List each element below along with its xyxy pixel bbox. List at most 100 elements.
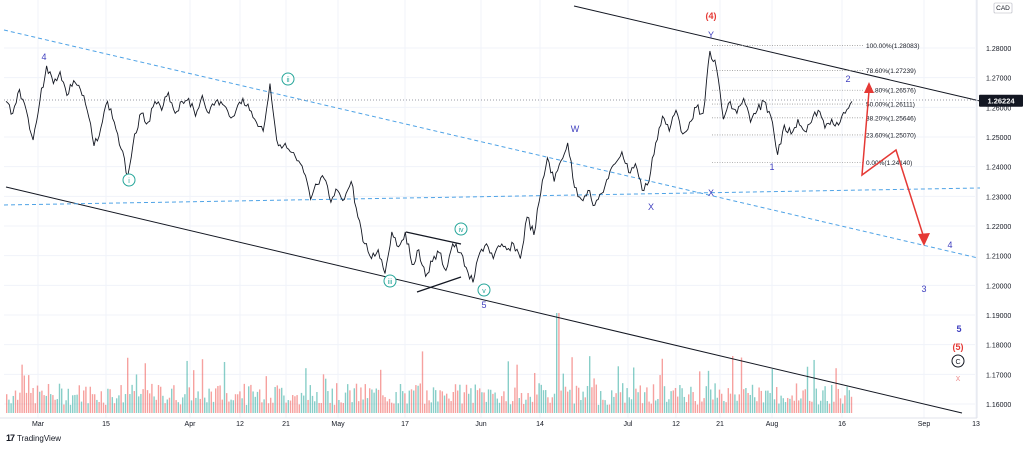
volume-bar (364, 384, 366, 413)
volume-bar (41, 390, 43, 413)
volume-bar (384, 397, 386, 413)
volume-bar (701, 401, 703, 413)
fib-level-label: 23.60%(1.25070) (866, 132, 916, 139)
volume-bar (791, 395, 793, 413)
volume-bar (256, 391, 259, 413)
volume-bar (778, 403, 780, 413)
wave-label: 4 (947, 240, 952, 250)
price-tick-label: 1.20000 (986, 283, 1011, 290)
volume-bar (186, 360, 188, 413)
volume-bar (325, 378, 327, 413)
volume-bar (138, 396, 140, 413)
volume-bar (206, 402, 208, 413)
volume-bar (837, 388, 839, 413)
wave-label: v (482, 288, 486, 295)
wave-label: iii (388, 279, 393, 286)
volume-bar (452, 391, 454, 413)
volume-bar (670, 391, 672, 413)
volume-bar (556, 313, 558, 413)
volume-bar (382, 395, 384, 413)
volume-bar (745, 388, 747, 413)
price-tick-label: 1.18000 (986, 343, 1011, 350)
volume-bar (212, 401, 215, 413)
volume-bar (780, 395, 782, 413)
volume-bar (716, 397, 718, 413)
volume-bar (309, 385, 311, 413)
volume-bar (740, 357, 743, 413)
volume-bar (204, 397, 206, 413)
volume-bar (406, 403, 408, 413)
volume-bar (135, 374, 138, 413)
volume-bar (404, 393, 406, 413)
volume-bar (751, 384, 754, 413)
volume-bar (261, 402, 263, 413)
volume-bar (25, 392, 28, 413)
volume-bar (787, 397, 789, 413)
brand-name: TradingView (17, 433, 62, 443)
volume-bar (6, 394, 8, 413)
volume-bar (813, 359, 815, 413)
volume-bar (824, 386, 826, 413)
volume-bar (94, 394, 96, 413)
volume-bar (353, 388, 355, 413)
current-price-badge (979, 94, 1023, 107)
volume-bar (459, 384, 461, 413)
wave-label: 5 (956, 324, 961, 334)
volume-bar (536, 394, 538, 413)
time-tick-label: May (331, 421, 345, 428)
wave-label-circle (454, 222, 468, 236)
volume-bar (67, 388, 69, 413)
volume-bar (844, 395, 846, 413)
time-tick-label: 15 (102, 421, 110, 428)
tradingview-brand[interactable]: 17 TradingView (6, 433, 61, 443)
volume-bar (199, 398, 201, 413)
volume-bar (76, 394, 78, 413)
price-tick-label: 1.24000 (986, 165, 1011, 172)
volume-bar (281, 387, 283, 413)
volume-bar (666, 401, 668, 413)
volume-bar (96, 399, 98, 413)
volume-bar (397, 403, 399, 413)
volume-bar (168, 397, 171, 413)
volume-bar (221, 399, 223, 413)
volume-bar (677, 396, 679, 413)
volume-bar (109, 389, 111, 413)
time-tick-label: 12 (672, 421, 680, 428)
volume-bar (393, 403, 395, 413)
volume-bar (545, 390, 547, 413)
volume-bar (644, 392, 646, 413)
volume-bar (102, 402, 105, 413)
volume-bar (259, 389, 261, 413)
volume-bar (514, 387, 516, 413)
wave-label: 3 (921, 284, 926, 294)
triangle-upper-line (405, 231, 462, 245)
trend-dashed-line-2 (3, 187, 981, 206)
volume-bar (111, 397, 113, 413)
volume-bar (69, 404, 72, 413)
volume-bar (329, 402, 331, 413)
volume-bar (822, 390, 824, 413)
volume-bar (762, 402, 765, 413)
volume-bar (208, 388, 210, 413)
volume-bar (360, 387, 362, 413)
volume-bar (243, 383, 245, 413)
volume-bar (699, 371, 701, 413)
volume-bar (252, 391, 254, 413)
channel-upper-line (573, 5, 981, 102)
volume-bar (274, 387, 276, 413)
volume-bar (254, 396, 256, 413)
volume-bar (311, 395, 314, 413)
tradingview-logo-icon: 17 (6, 433, 15, 443)
volume-bar (646, 387, 648, 413)
volume-bar (531, 401, 534, 413)
volume-bar (584, 397, 586, 413)
volume-bar (210, 391, 212, 413)
volume-bar (850, 396, 853, 413)
volume-bar (553, 393, 556, 413)
volume-bar (773, 399, 776, 413)
fib-level-label: 100.00%(1.28083) (866, 43, 920, 50)
volume-bar (839, 398, 842, 413)
volume-bar (223, 362, 226, 413)
